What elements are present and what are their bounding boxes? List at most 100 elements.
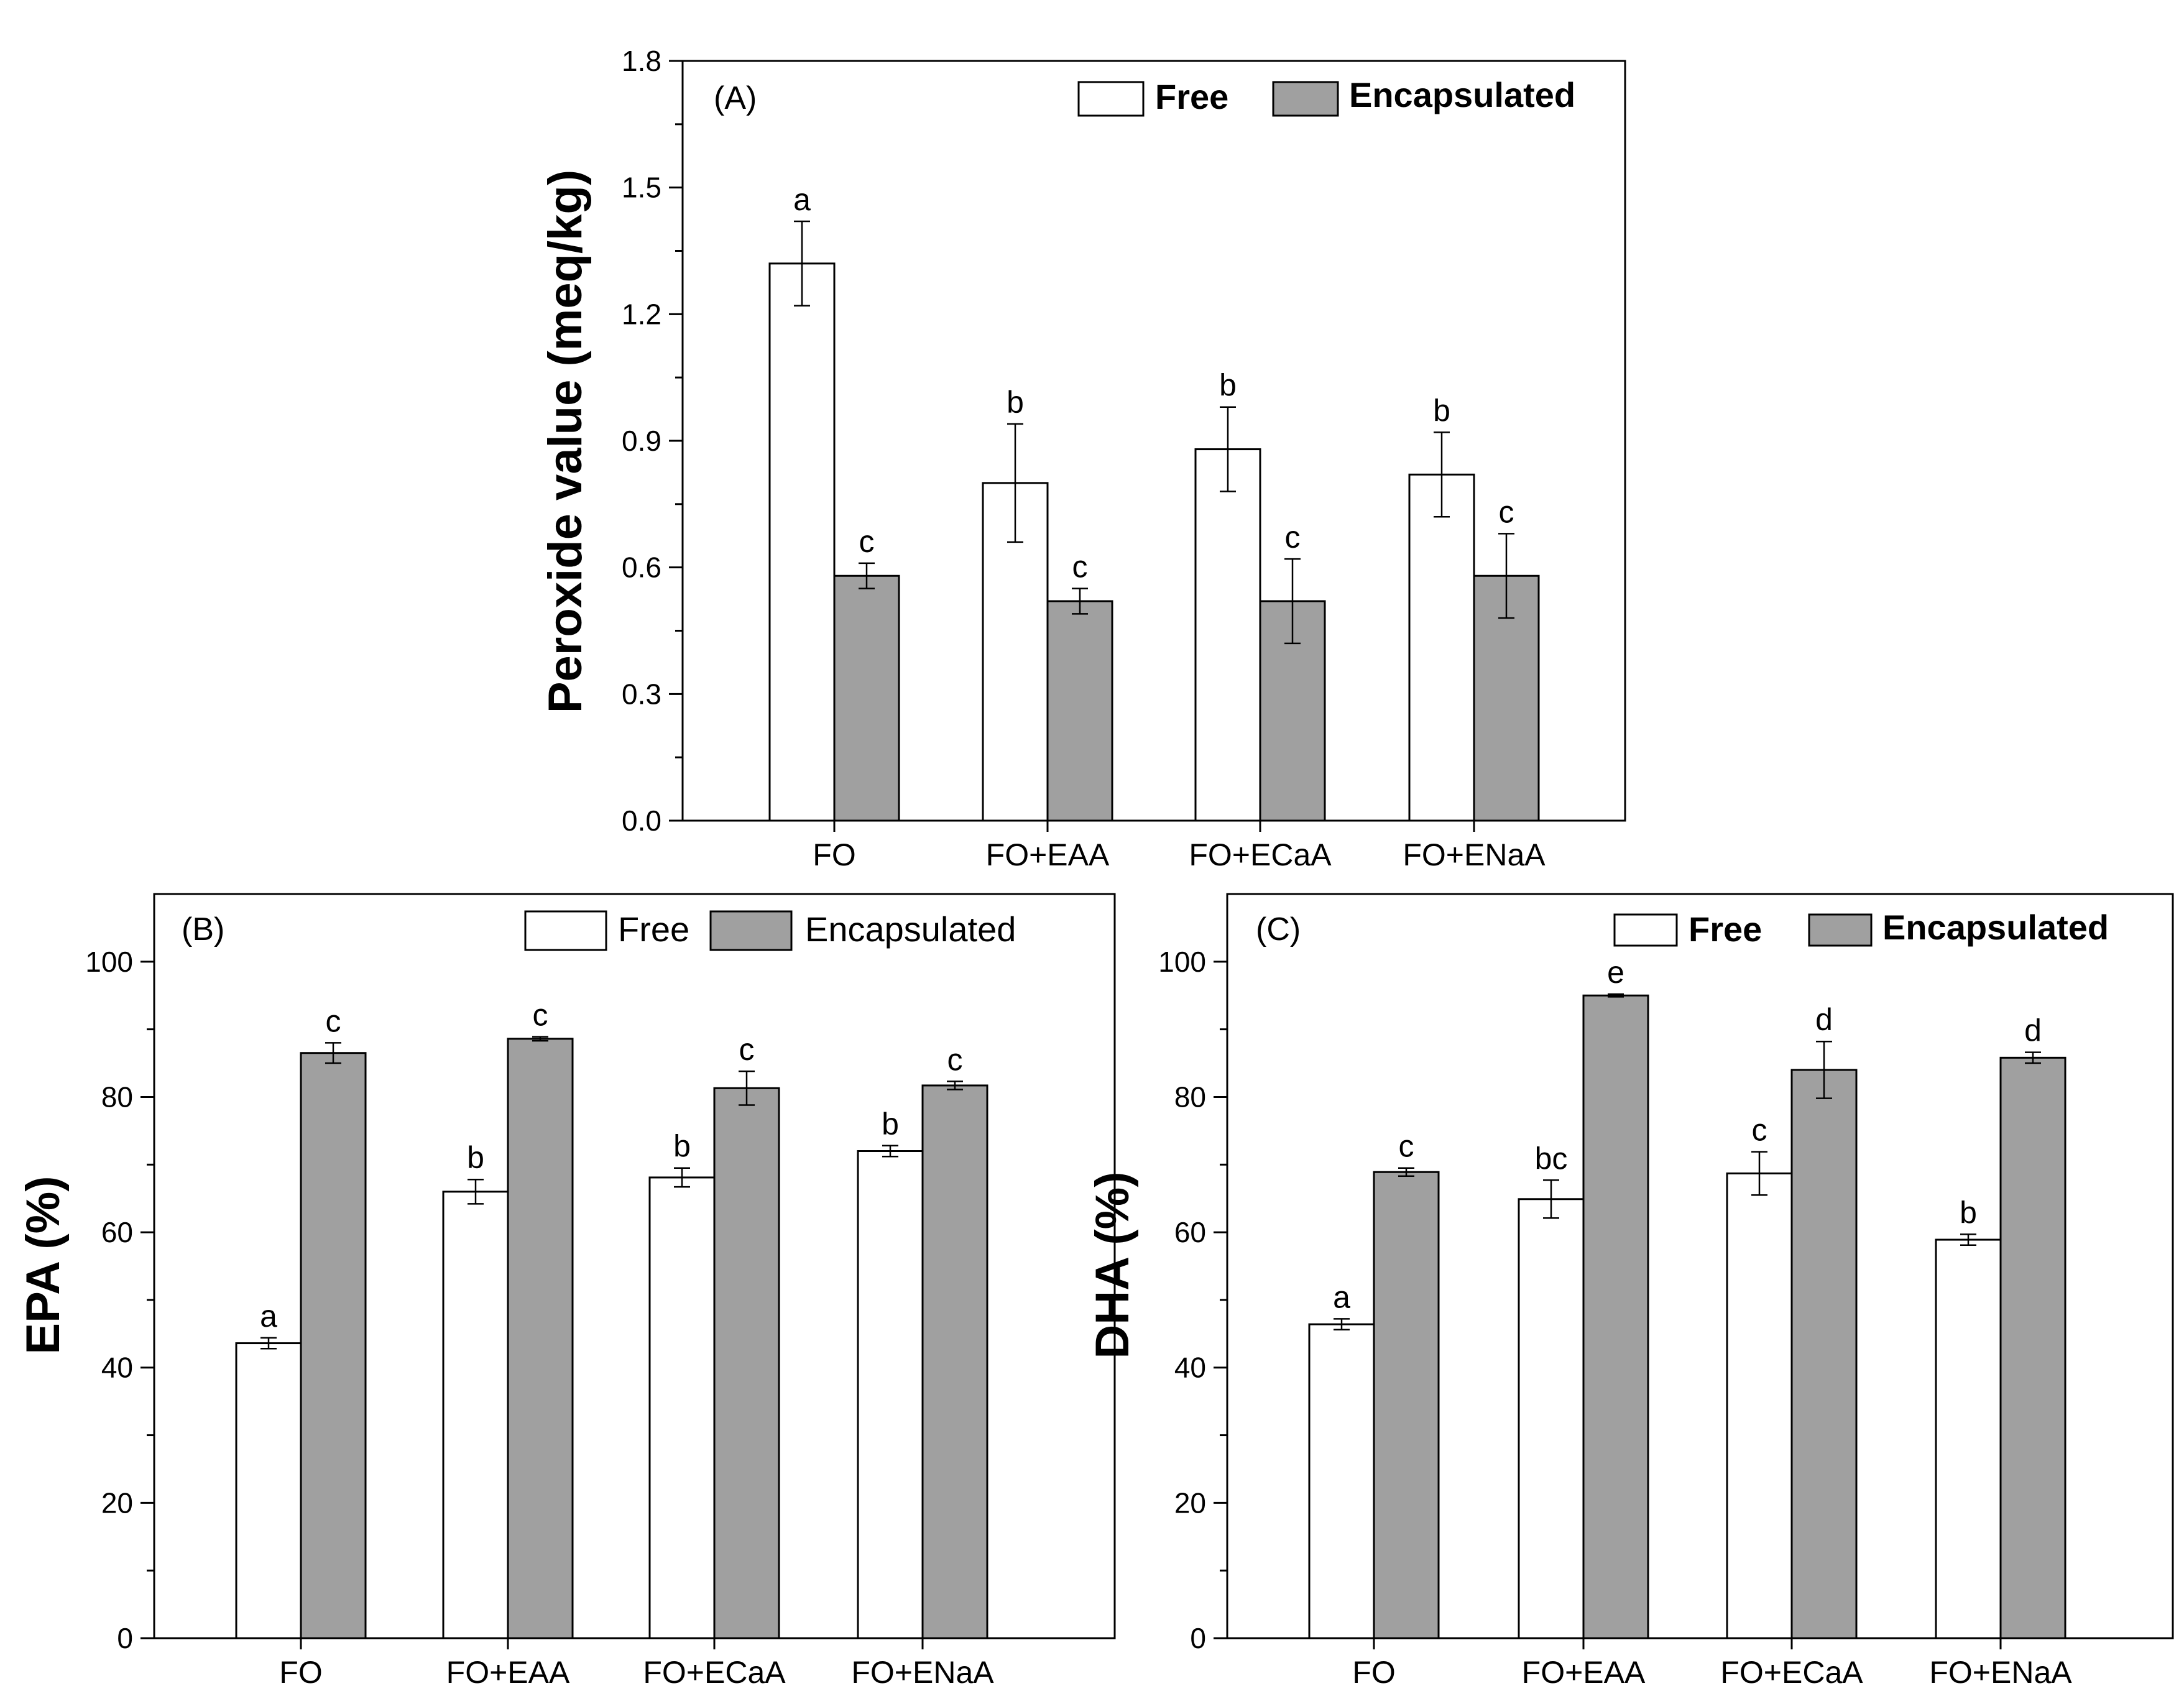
encapsulated-bar xyxy=(300,1052,367,1639)
significance-label: b xyxy=(1007,385,1024,420)
y-tick-label: 0 xyxy=(1190,1622,1206,1654)
free-bar xyxy=(442,1191,509,1639)
y-tick-label: 60 xyxy=(101,1216,133,1248)
plot-frame xyxy=(1226,893,2174,1639)
encapsulated-bar xyxy=(833,574,900,822)
free-bar xyxy=(235,1342,302,1639)
category-label: FO+EAA xyxy=(1522,1655,1646,1690)
significance-label: c xyxy=(1399,1129,1414,1164)
significance-label: e xyxy=(1607,955,1624,990)
y-tick-label: 0.9 xyxy=(622,425,661,457)
legend-swatch-encapsulated xyxy=(709,910,793,951)
category-label: FO+EAA xyxy=(446,1655,570,1690)
y-tick-label: 0.3 xyxy=(622,678,661,710)
y-tick-label: 1.2 xyxy=(622,298,661,330)
significance-label: b xyxy=(1960,1195,1977,1230)
y-axis-label: DHA (%) xyxy=(1086,1171,1139,1358)
free-bar xyxy=(1308,1323,1375,1639)
panel-tag: (B) xyxy=(182,911,224,947)
significance-label: d xyxy=(2024,1013,2042,1048)
free-bar xyxy=(1408,473,1475,822)
encapsulated-bar xyxy=(1582,994,1649,1639)
significance-label: c xyxy=(1752,1113,1767,1148)
free-bar xyxy=(1194,448,1261,822)
plot-frame xyxy=(153,893,1116,1639)
y-tick-label: 1.8 xyxy=(622,45,661,77)
category-label: FO xyxy=(279,1655,322,1690)
free-bar xyxy=(648,1176,716,1639)
significance-label: c xyxy=(859,524,875,559)
significance-label: b xyxy=(882,1107,899,1141)
significance-label: c xyxy=(1499,494,1514,529)
free-bar xyxy=(857,1150,924,1639)
y-tick-label: 80 xyxy=(101,1081,133,1113)
category-label: FO xyxy=(813,837,855,872)
category-label: FO+ENaA xyxy=(1929,1655,2072,1690)
y-tick-label: 60 xyxy=(1174,1216,1206,1248)
panel-1: 0 20 40 60 80 100 EPA (%) (B) FO a c FO+EAA b c FO+ECa… xyxy=(17,893,1116,1690)
free-bar xyxy=(1726,1172,1793,1639)
significance-label: d xyxy=(1815,1002,1833,1037)
y-tick-label: 40 xyxy=(101,1352,133,1384)
category-label: FO xyxy=(1352,1655,1395,1690)
encapsulated-bar xyxy=(713,1087,780,1639)
encapsulated-bar xyxy=(1999,1056,2067,1639)
legend-swatch-encapsulated xyxy=(1272,81,1339,117)
significance-label: a xyxy=(1333,1279,1350,1314)
y-tick-label: 20 xyxy=(101,1486,133,1519)
category-label: FO+ECaA xyxy=(643,1655,786,1690)
y-tick-label: 40 xyxy=(1174,1352,1206,1384)
significance-label: c xyxy=(1285,520,1301,555)
legend-label-free: Free xyxy=(618,910,689,949)
legend-label-free: Free xyxy=(1155,77,1228,116)
y-axis-label: Peroxide value (meq/kg) xyxy=(539,170,592,713)
significance-label: b xyxy=(1433,393,1450,428)
y-tick-label: 80 xyxy=(1174,1081,1206,1113)
legend-swatch-free xyxy=(1613,913,1678,947)
legend-label-encapsulated: Encapsulated xyxy=(1349,75,1575,114)
legend-label-free: Free xyxy=(1689,910,1762,949)
y-tick-label: 1.5 xyxy=(622,172,661,204)
panel-0: 0.0 0.3 0.6 0.9 1.2 1.5 1.8 Peroxide value (meq… xyxy=(539,45,1626,872)
significance-label: bc xyxy=(1535,1141,1568,1176)
legend-swatch-free xyxy=(1077,81,1145,117)
encapsulated-bar xyxy=(921,1084,988,1639)
y-tick-label: 0 xyxy=(117,1622,133,1654)
encapsulated-bar xyxy=(1790,1069,1858,1639)
y-tick-label: 20 xyxy=(1174,1486,1206,1519)
significance-label: a xyxy=(793,182,811,217)
y-tick-label: 100 xyxy=(1158,946,1206,978)
legend-swatch-free xyxy=(524,910,607,951)
significance-label: c xyxy=(739,1032,755,1067)
panel-tag: (A) xyxy=(714,80,757,116)
significance-label: c xyxy=(533,998,548,1033)
legend-label-encapsulated: Encapsulated xyxy=(805,910,1016,949)
legend-label-encapsulated: Encapsulated xyxy=(1882,908,2109,947)
free-bar xyxy=(1935,1238,2002,1639)
free-bar xyxy=(1518,1198,1585,1639)
encapsulated-bar xyxy=(507,1038,574,1639)
category-label: FO+ECaA xyxy=(1189,837,1332,872)
encapsulated-bar xyxy=(1046,600,1113,822)
free-bar xyxy=(768,262,836,822)
significance-label: c xyxy=(326,1003,341,1038)
category-label: FO+ECaA xyxy=(1720,1655,1863,1690)
significance-label: b xyxy=(673,1129,691,1164)
significance-label: b xyxy=(467,1140,484,1175)
panel-tag: (C) xyxy=(1256,911,1301,947)
y-tick-label: 0.0 xyxy=(622,804,661,837)
significance-label: c xyxy=(947,1042,963,1077)
y-axis-label: EPA (%) xyxy=(17,1176,70,1354)
significance-label: b xyxy=(1219,368,1237,403)
category-label: FO+ENaA xyxy=(1403,837,1546,872)
category-label: FO+ENaA xyxy=(851,1655,994,1690)
legend-swatch-encapsulated xyxy=(1808,913,1873,947)
significance-label: c xyxy=(1072,550,1088,584)
encapsulated-bar xyxy=(1373,1171,1440,1639)
y-tick-label: 100 xyxy=(85,946,133,978)
category-label: FO+EAA xyxy=(986,837,1110,872)
y-tick-label: 0.6 xyxy=(622,551,661,584)
significance-label: a xyxy=(260,1299,277,1334)
